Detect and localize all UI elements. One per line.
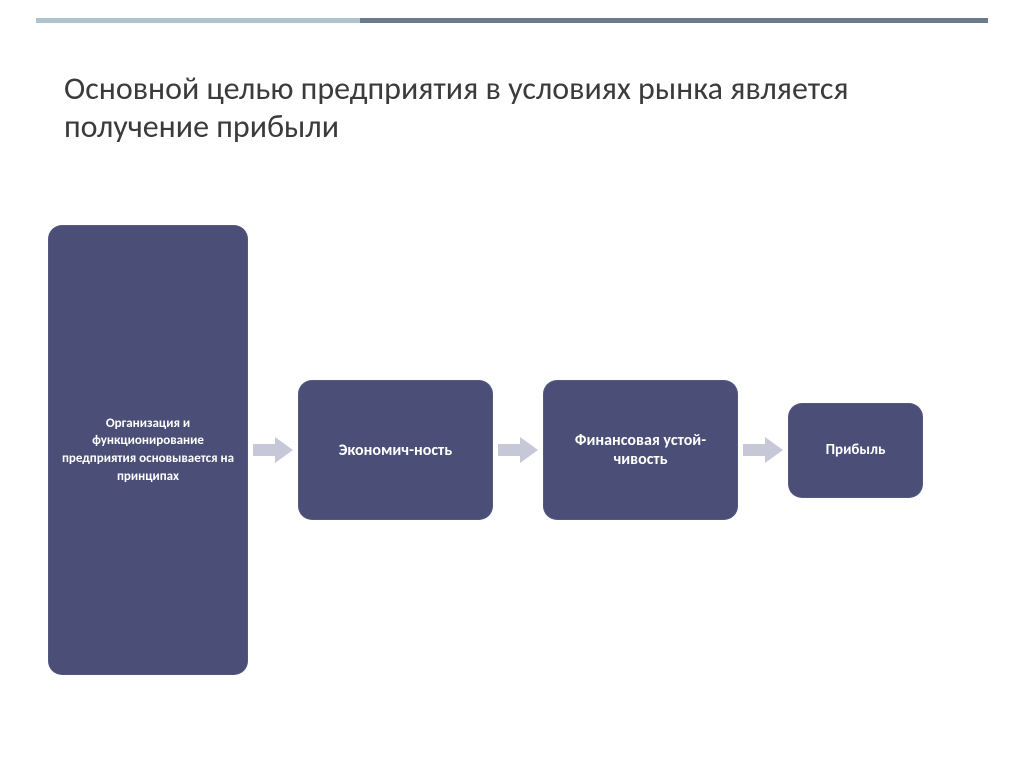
arrow-icon <box>496 435 540 465</box>
rule-segment-a <box>36 18 360 23</box>
rule-segment-b <box>360 18 988 23</box>
arrow-icon <box>741 435 785 465</box>
node-profit: Прибыль <box>788 403 923 498</box>
node-economy: Экономич-ность <box>298 380 493 520</box>
flowchart: Организация и функционирование предприят… <box>48 220 976 680</box>
top-rule <box>0 18 1024 23</box>
page-title: Основной целью предприятия в условиях ры… <box>64 70 960 147</box>
arrow-icon <box>251 435 295 465</box>
node-stability: Финансовая устой-чивость <box>543 380 738 520</box>
node-principles: Организация и функционирование предприят… <box>48 225 248 675</box>
